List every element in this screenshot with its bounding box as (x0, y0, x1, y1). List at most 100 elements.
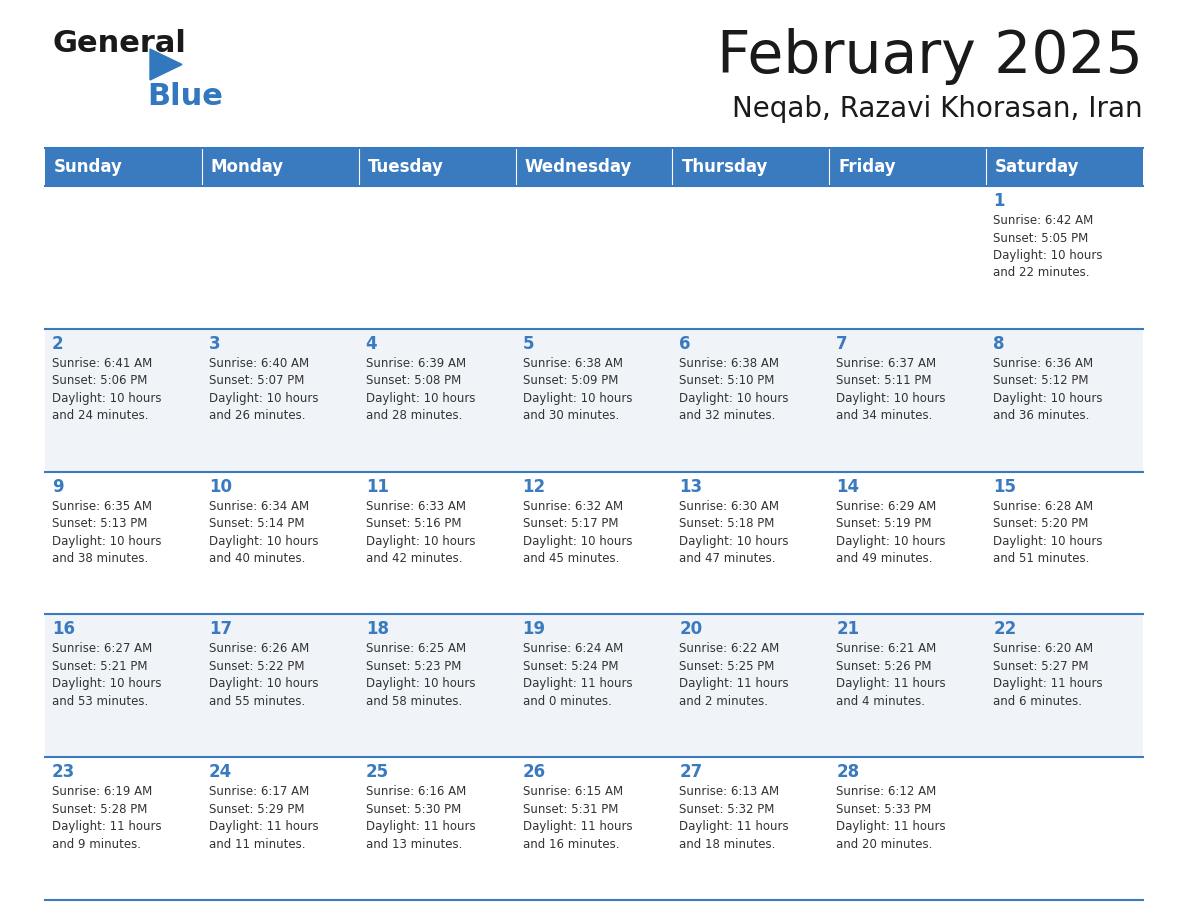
Text: Sunset: 5:29 PM: Sunset: 5:29 PM (209, 802, 304, 816)
Text: Sunrise: 6:41 AM: Sunrise: 6:41 AM (52, 357, 152, 370)
Text: Sunrise: 6:21 AM: Sunrise: 6:21 AM (836, 643, 936, 655)
Bar (45, 614, 1143, 757)
Text: Sunset: 5:32 PM: Sunset: 5:32 PM (680, 802, 775, 816)
Text: Wednesday: Wednesday (525, 158, 632, 176)
Text: Daylight: 10 hours: Daylight: 10 hours (366, 534, 475, 548)
Text: and 11 minutes.: and 11 minutes. (209, 838, 305, 851)
Text: Sunrise: 6:20 AM: Sunrise: 6:20 AM (993, 643, 1093, 655)
Text: Sunset: 5:18 PM: Sunset: 5:18 PM (680, 517, 775, 530)
Text: Monday: Monday (210, 158, 284, 176)
Text: Daylight: 10 hours: Daylight: 10 hours (209, 392, 318, 405)
Text: Sunrise: 6:16 AM: Sunrise: 6:16 AM (366, 785, 466, 798)
Text: 14: 14 (836, 477, 859, 496)
Text: and 13 minutes.: and 13 minutes. (366, 838, 462, 851)
Text: and 20 minutes.: and 20 minutes. (836, 838, 933, 851)
Text: 22: 22 (993, 621, 1017, 638)
Bar (45, 186, 1143, 329)
Bar (516, 148, 672, 186)
Text: Sunrise: 6:25 AM: Sunrise: 6:25 AM (366, 643, 466, 655)
Text: Sunset: 5:05 PM: Sunset: 5:05 PM (993, 231, 1088, 244)
Text: Sunrise: 6:30 AM: Sunrise: 6:30 AM (680, 499, 779, 512)
Text: Daylight: 10 hours: Daylight: 10 hours (993, 534, 1102, 548)
Text: Sunrise: 6:24 AM: Sunrise: 6:24 AM (523, 643, 623, 655)
Text: and 42 minutes.: and 42 minutes. (366, 552, 462, 565)
Text: 24: 24 (209, 763, 232, 781)
Text: Daylight: 11 hours: Daylight: 11 hours (680, 820, 789, 834)
Text: Sunset: 5:30 PM: Sunset: 5:30 PM (366, 802, 461, 816)
Text: Sunrise: 6:13 AM: Sunrise: 6:13 AM (680, 785, 779, 798)
Text: Sunset: 5:19 PM: Sunset: 5:19 PM (836, 517, 931, 530)
Text: Sunset: 5:33 PM: Sunset: 5:33 PM (836, 802, 931, 816)
Bar (45, 329, 1143, 472)
Text: 9: 9 (52, 477, 64, 496)
Text: and 34 minutes.: and 34 minutes. (836, 409, 933, 422)
Text: Sunset: 5:23 PM: Sunset: 5:23 PM (366, 660, 461, 673)
Text: Sunset: 5:14 PM: Sunset: 5:14 PM (209, 517, 304, 530)
Text: Daylight: 11 hours: Daylight: 11 hours (523, 677, 632, 690)
Text: Daylight: 10 hours: Daylight: 10 hours (52, 392, 162, 405)
Text: Tuesday: Tuesday (368, 158, 443, 176)
Text: Daylight: 10 hours: Daylight: 10 hours (680, 392, 789, 405)
Text: and 36 minutes.: and 36 minutes. (993, 409, 1089, 422)
Text: 13: 13 (680, 477, 702, 496)
Text: Daylight: 11 hours: Daylight: 11 hours (209, 820, 318, 834)
Text: and 45 minutes.: and 45 minutes. (523, 552, 619, 565)
Text: Sunrise: 6:22 AM: Sunrise: 6:22 AM (680, 643, 779, 655)
Text: Sunset: 5:11 PM: Sunset: 5:11 PM (836, 375, 931, 387)
Text: Sunrise: 6:27 AM: Sunrise: 6:27 AM (52, 643, 152, 655)
Text: and 38 minutes.: and 38 minutes. (52, 552, 148, 565)
Text: Sunrise: 6:17 AM: Sunrise: 6:17 AM (209, 785, 309, 798)
Text: Daylight: 10 hours: Daylight: 10 hours (52, 677, 162, 690)
Text: Sunrise: 6:15 AM: Sunrise: 6:15 AM (523, 785, 623, 798)
Text: Sunrise: 6:19 AM: Sunrise: 6:19 AM (52, 785, 152, 798)
Text: Sunset: 5:21 PM: Sunset: 5:21 PM (52, 660, 147, 673)
Text: Blue: Blue (147, 82, 223, 111)
Text: Daylight: 10 hours: Daylight: 10 hours (52, 534, 162, 548)
Text: Daylight: 10 hours: Daylight: 10 hours (523, 534, 632, 548)
Text: Sunrise: 6:39 AM: Sunrise: 6:39 AM (366, 357, 466, 370)
Text: and 40 minutes.: and 40 minutes. (209, 552, 305, 565)
Text: 5: 5 (523, 335, 535, 353)
Text: and 2 minutes.: and 2 minutes. (680, 695, 769, 708)
Text: Daylight: 10 hours: Daylight: 10 hours (523, 392, 632, 405)
Text: 23: 23 (52, 763, 75, 781)
Text: Sunset: 5:26 PM: Sunset: 5:26 PM (836, 660, 931, 673)
Text: Sunset: 5:24 PM: Sunset: 5:24 PM (523, 660, 618, 673)
Text: Daylight: 10 hours: Daylight: 10 hours (836, 534, 946, 548)
Text: 8: 8 (993, 335, 1005, 353)
Text: Sunset: 5:25 PM: Sunset: 5:25 PM (680, 660, 775, 673)
Text: Sunrise: 6:35 AM: Sunrise: 6:35 AM (52, 499, 152, 512)
Text: Sunrise: 6:32 AM: Sunrise: 6:32 AM (523, 499, 623, 512)
Bar (45, 472, 1143, 614)
Polygon shape (150, 49, 182, 80)
Text: and 51 minutes.: and 51 minutes. (993, 552, 1089, 565)
Text: Saturday: Saturday (996, 158, 1080, 176)
Text: Daylight: 11 hours: Daylight: 11 hours (836, 677, 946, 690)
Text: Sunrise: 6:12 AM: Sunrise: 6:12 AM (836, 785, 936, 798)
Text: Friday: Friday (839, 158, 896, 176)
Text: and 16 minutes.: and 16 minutes. (523, 838, 619, 851)
Text: Sunrise: 6:38 AM: Sunrise: 6:38 AM (680, 357, 779, 370)
Text: Sunset: 5:20 PM: Sunset: 5:20 PM (993, 517, 1088, 530)
Text: 27: 27 (680, 763, 702, 781)
Text: Sunset: 5:27 PM: Sunset: 5:27 PM (993, 660, 1088, 673)
Text: Daylight: 10 hours: Daylight: 10 hours (993, 249, 1102, 262)
Text: Daylight: 10 hours: Daylight: 10 hours (836, 392, 946, 405)
Text: Thursday: Thursday (682, 158, 767, 176)
Text: and 26 minutes.: and 26 minutes. (209, 409, 305, 422)
Text: and 53 minutes.: and 53 minutes. (52, 695, 148, 708)
Text: 19: 19 (523, 621, 545, 638)
Text: and 0 minutes.: and 0 minutes. (523, 695, 612, 708)
Text: and 32 minutes.: and 32 minutes. (680, 409, 776, 422)
Bar (829, 148, 986, 186)
Text: Sunset: 5:06 PM: Sunset: 5:06 PM (52, 375, 147, 387)
Text: Daylight: 10 hours: Daylight: 10 hours (680, 534, 789, 548)
Text: Sunrise: 6:26 AM: Sunrise: 6:26 AM (209, 643, 309, 655)
Text: 21: 21 (836, 621, 859, 638)
Text: Sunset: 5:16 PM: Sunset: 5:16 PM (366, 517, 461, 530)
Text: and 9 minutes.: and 9 minutes. (52, 838, 141, 851)
Text: and 55 minutes.: and 55 minutes. (209, 695, 305, 708)
Text: and 28 minutes.: and 28 minutes. (366, 409, 462, 422)
Text: Sunset: 5:17 PM: Sunset: 5:17 PM (523, 517, 618, 530)
Text: 10: 10 (209, 477, 232, 496)
